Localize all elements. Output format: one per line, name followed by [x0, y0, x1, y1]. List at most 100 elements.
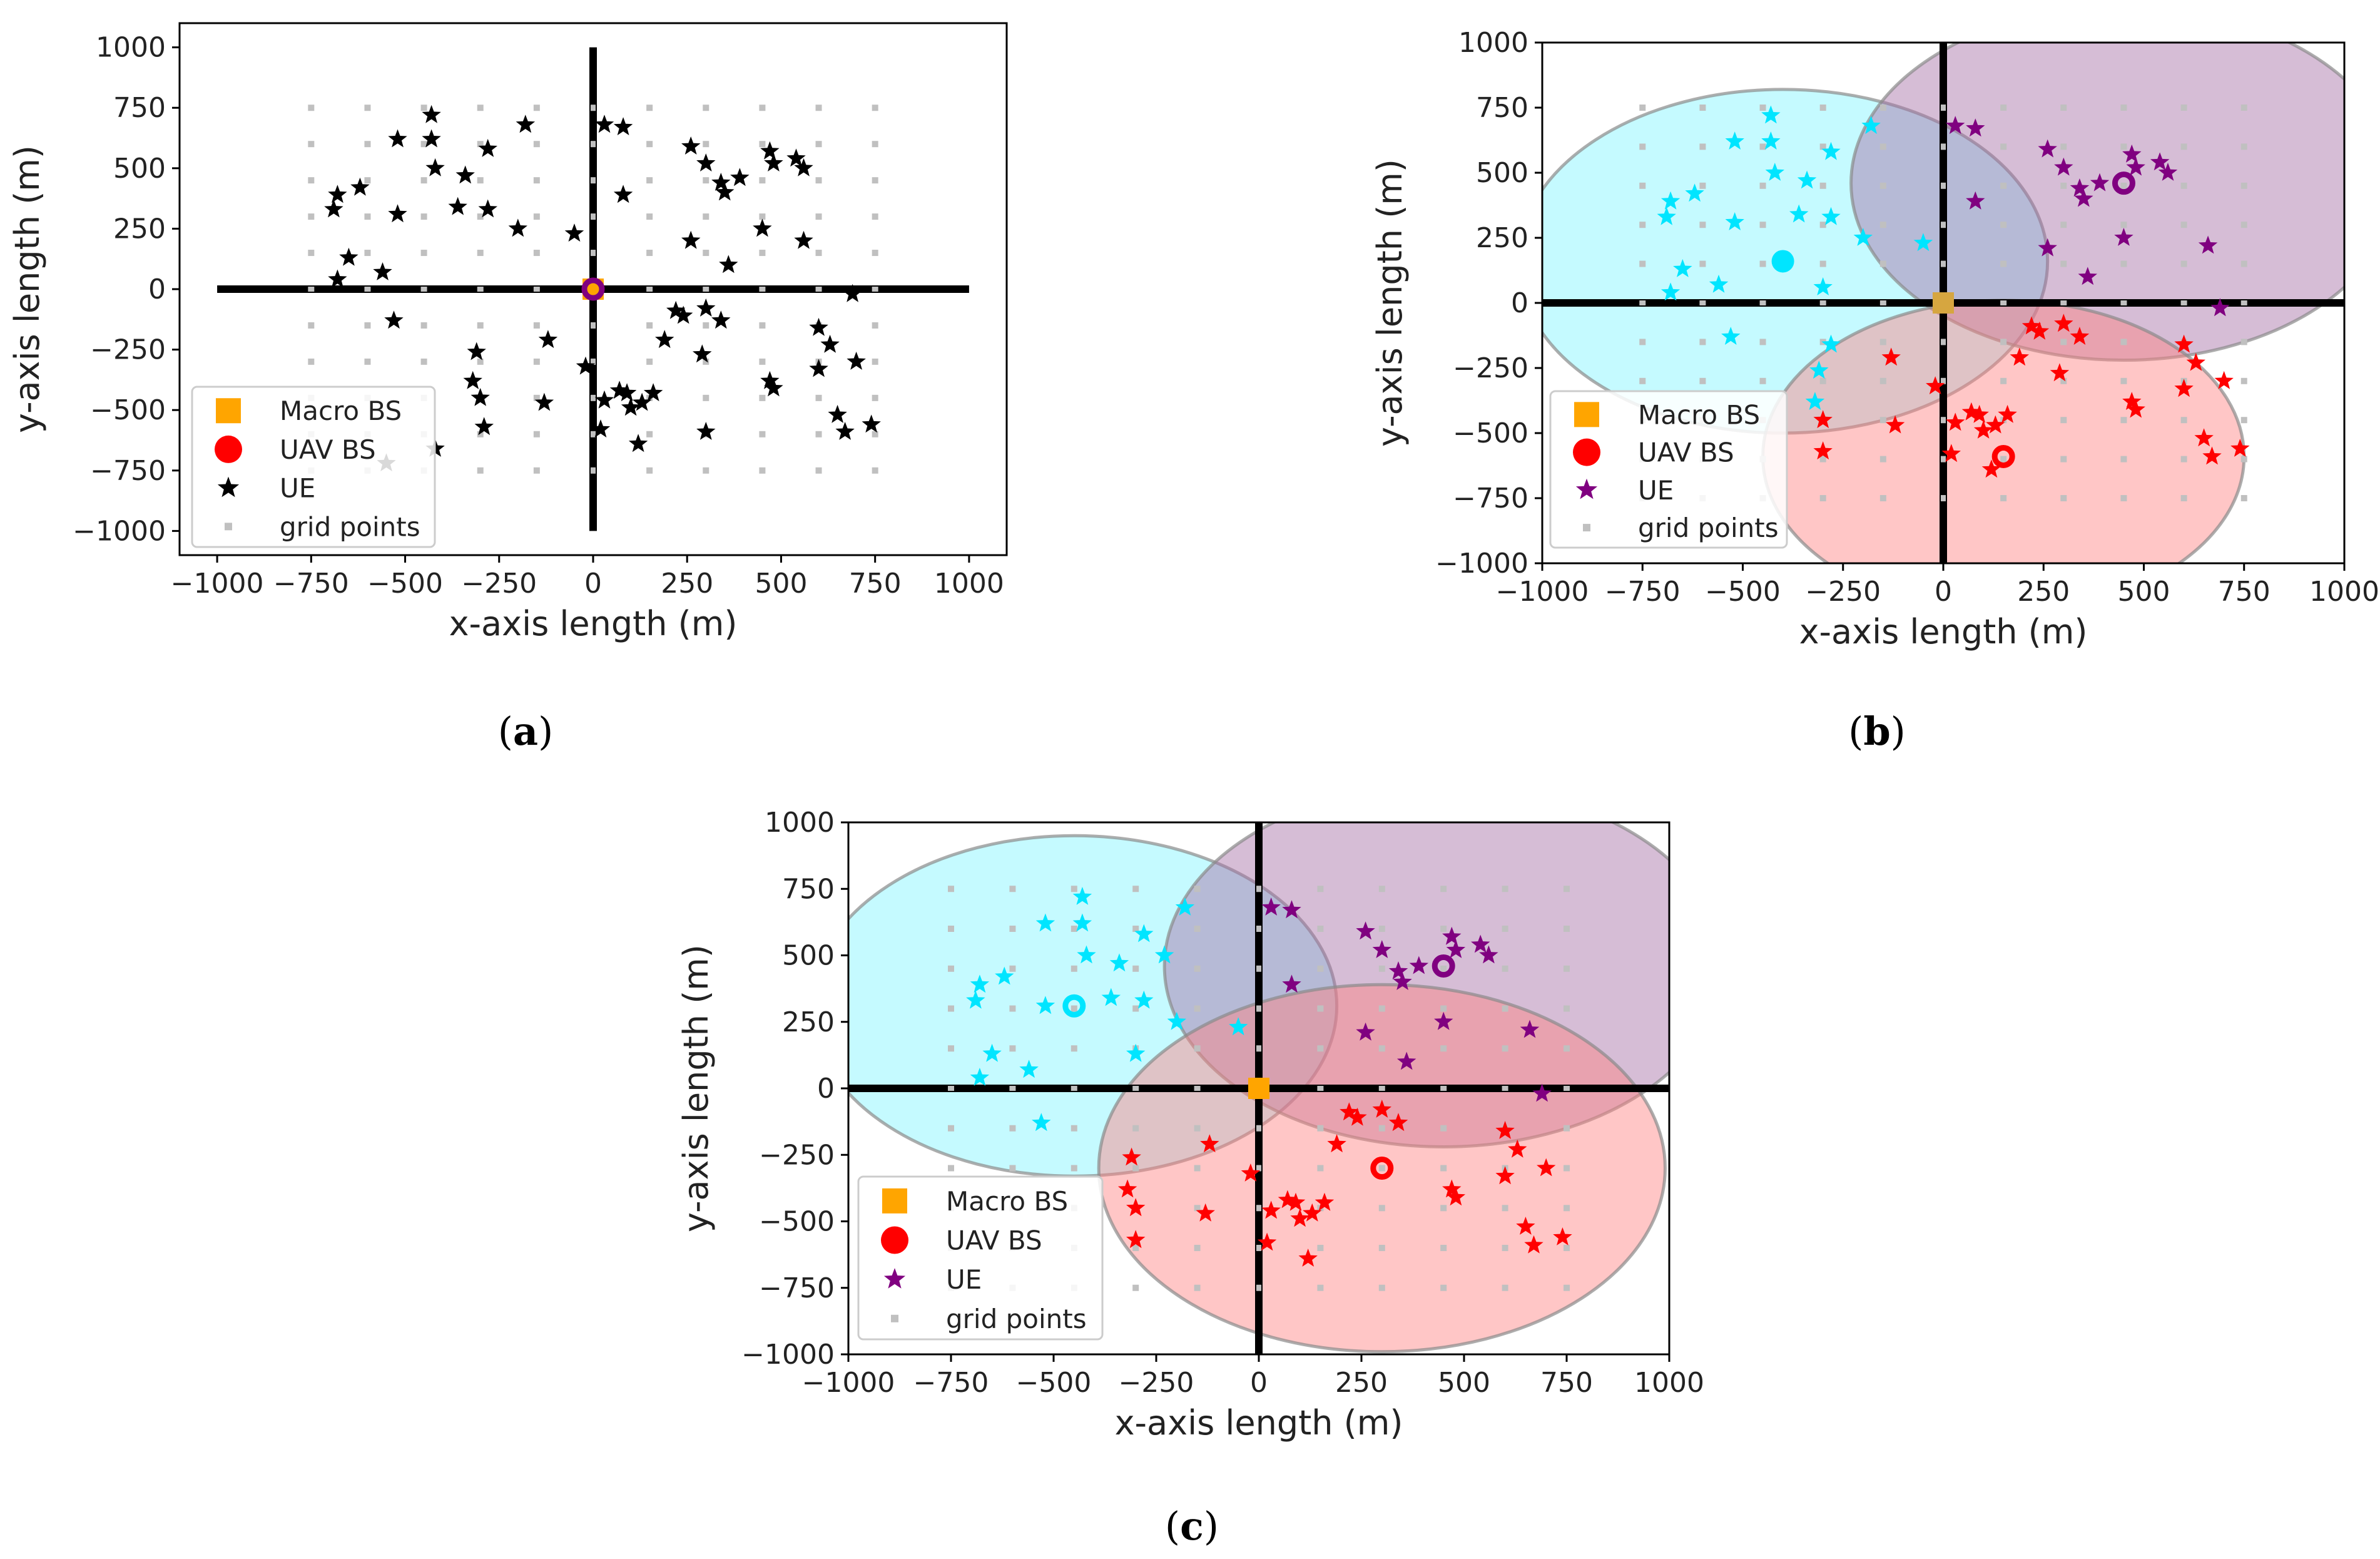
- grid-point: [533, 250, 540, 257]
- y-tick-label: −250: [1453, 352, 1528, 384]
- ue-star: [2158, 163, 2178, 181]
- axis-grid-point: [872, 287, 878, 292]
- grid-point: [2120, 456, 2127, 463]
- grid-point: [1502, 1205, 1508, 1212]
- grid-point: [308, 141, 315, 148]
- y-tick-label: 250: [113, 213, 166, 245]
- grid-point: [759, 250, 766, 257]
- grid-point: [2120, 182, 2127, 189]
- ue-star: [847, 351, 866, 370]
- grid-point: [1699, 105, 1706, 111]
- ue-star: [609, 381, 629, 399]
- subfigure-caption: (a): [498, 708, 554, 754]
- grid-point: [420, 322, 427, 329]
- x-tick-label: −250: [461, 568, 537, 600]
- y-tick-label: 500: [782, 940, 835, 972]
- ue-star: [422, 105, 441, 123]
- ue-star: [643, 383, 663, 402]
- ue-star: [1495, 1166, 1515, 1185]
- legend-marker-uav-bs: [215, 435, 242, 463]
- grid-point: [646, 213, 653, 220]
- grid-point: [2060, 456, 2067, 463]
- axis-grid-point: [1941, 260, 1946, 267]
- axis-grid-point: [591, 322, 596, 329]
- grid-point: [2180, 260, 2187, 267]
- x-tick-label: 0: [1935, 576, 1952, 608]
- grid-point: [1639, 143, 1646, 150]
- grid-point: [1132, 1245, 1139, 1251]
- grid-point: [1070, 1005, 1077, 1012]
- grid-point: [759, 394, 766, 401]
- grid-point: [703, 177, 709, 184]
- ue-star: [760, 371, 780, 389]
- ue-star: [2230, 439, 2250, 457]
- grid-point: [477, 322, 484, 329]
- axis-grid-point: [1819, 300, 1826, 305]
- grid-point: [477, 250, 484, 257]
- axis-grid-point: [1256, 1165, 1261, 1172]
- ue-star: [1372, 940, 1391, 958]
- axis-grid-point: [591, 141, 596, 148]
- grid-point: [1440, 1005, 1447, 1012]
- ue-star: [576, 356, 596, 375]
- grid-point: [1819, 377, 1826, 384]
- grid-point: [1009, 1125, 1016, 1132]
- x-tick-label: −500: [367, 568, 443, 600]
- grid-point: [2060, 143, 2067, 150]
- axis-grid-point: [1378, 1086, 1385, 1091]
- axis-grid-point: [1440, 1086, 1447, 1091]
- x-tick-label: 1000: [1634, 1367, 1704, 1399]
- grid-point: [703, 358, 709, 365]
- grid-point: [1378, 1125, 1385, 1132]
- grid-point: [2180, 495, 2187, 501]
- axis-grid-point: [1256, 926, 1261, 932]
- grid-point: [1009, 1005, 1016, 1012]
- y-tick-label: −750: [1453, 483, 1528, 514]
- x-tick-label: 500: [755, 568, 807, 600]
- grid-point: [1132, 1125, 1139, 1132]
- ue-star: [809, 317, 828, 336]
- ue-star: [373, 262, 392, 280]
- ue-star: [1229, 1017, 1248, 1036]
- ue-star: [1241, 1163, 1261, 1182]
- grid-point: [2120, 339, 2127, 345]
- grid-point: [477, 141, 484, 148]
- grid-point: [872, 213, 878, 220]
- ue-star: [2210, 298, 2230, 317]
- ue-star: [1035, 913, 1055, 932]
- ue-star: [613, 185, 633, 203]
- ue-star: [478, 199, 497, 218]
- x-tick-label: −750: [1605, 576, 1681, 608]
- grid-point: [2180, 182, 2187, 189]
- ue-star: [2174, 334, 2194, 353]
- uav-bs-marker-red: [1991, 444, 2015, 468]
- y-tick-label: 0: [1511, 287, 1528, 319]
- caption-letter: b: [1863, 708, 1890, 754]
- axis-grid-point: [948, 1086, 954, 1091]
- ue-star: [388, 129, 407, 148]
- ue-star: [730, 168, 750, 187]
- axis-grid-point: [759, 287, 766, 292]
- ue-star: [970, 1068, 990, 1086]
- grid-point: [2060, 182, 2067, 189]
- grid-point: [1502, 1005, 1508, 1012]
- grid-point: [1317, 1284, 1324, 1291]
- y-tick-label: −500: [90, 394, 166, 426]
- grid-point: [1502, 926, 1508, 932]
- grid-point: [1699, 377, 1706, 384]
- ue-star: [1434, 1011, 1453, 1030]
- ue-star: [1072, 887, 1092, 905]
- ue-star: [1885, 415, 1905, 434]
- grid-point: [1639, 222, 1646, 228]
- grid-point: [1440, 1284, 1447, 1291]
- ue-star: [1072, 913, 1092, 932]
- legend-label: Macro BS: [280, 396, 402, 426]
- ue-star: [1861, 116, 1881, 135]
- grid-point: [2240, 182, 2247, 189]
- legend-marker-ue: [1575, 478, 1598, 499]
- axis-grid-point: [477, 287, 484, 292]
- grid-point: [1819, 456, 1826, 463]
- ue-star: [1970, 404, 1989, 423]
- grid-point: [759, 467, 766, 474]
- y-tick-label: −500: [759, 1206, 835, 1238]
